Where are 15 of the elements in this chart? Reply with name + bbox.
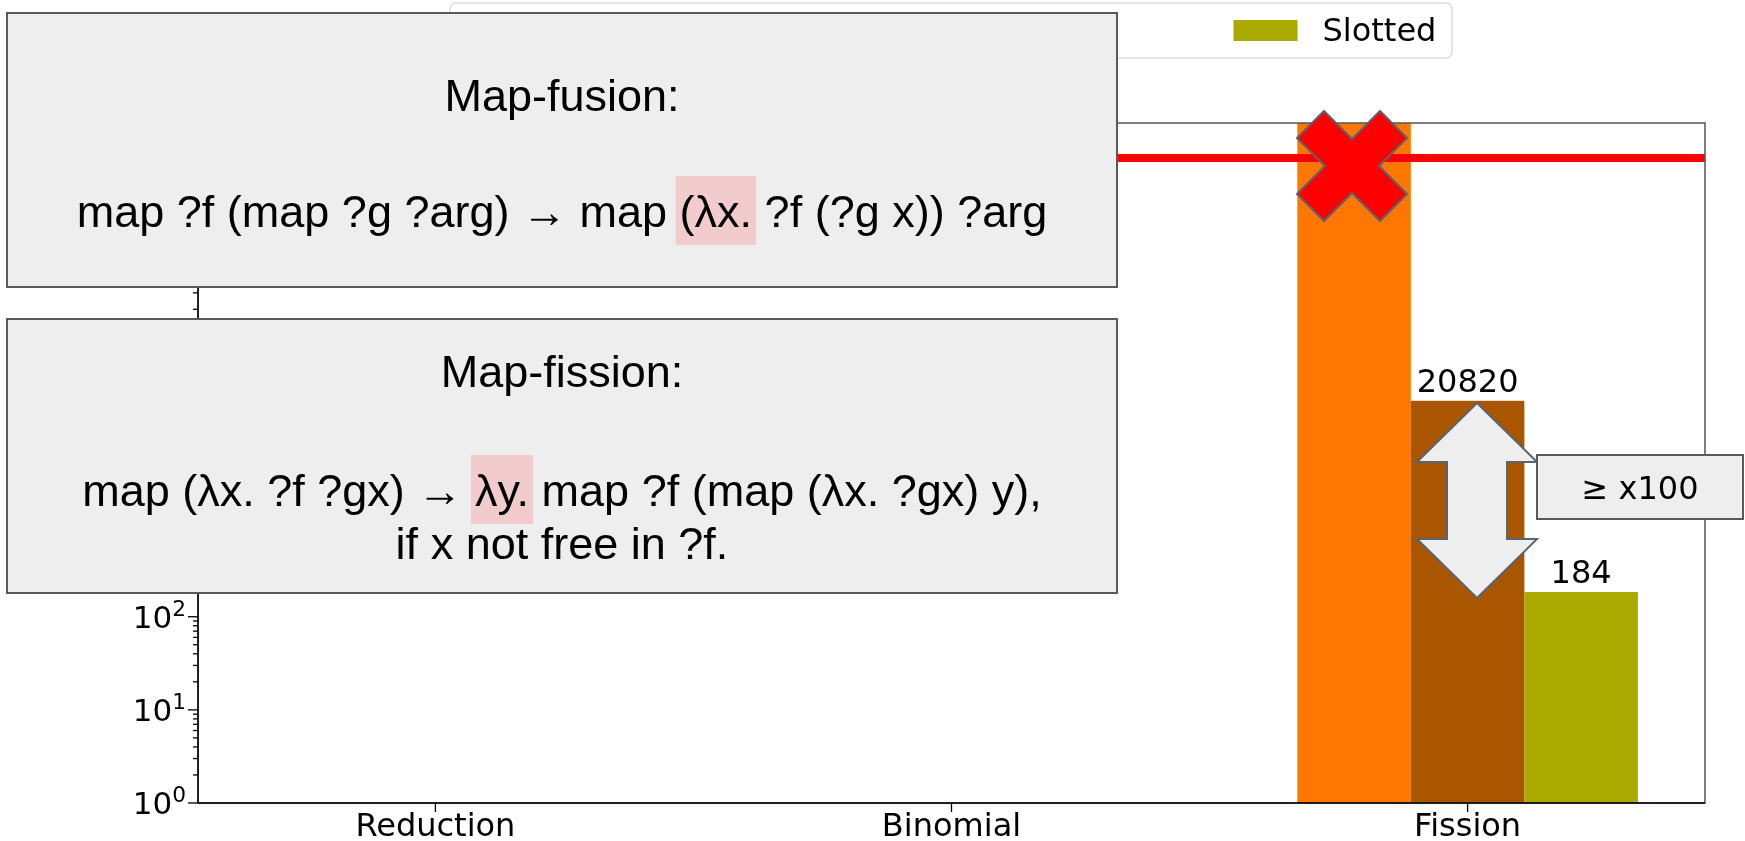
annotation: Map-fission: [440, 346, 684, 397]
annotation: ≥ x100 [1581, 469, 1699, 507]
y-tick-label: 10$^{2}$ [132, 595, 186, 635]
text: Map-fusion: [444, 70, 680, 121]
x-tick-label: Reduction [355, 806, 516, 841]
text: map (λx. ?f ?gx) → λy. map ?f (map (λx. ?gx) y), [82, 465, 1042, 516]
text: map ?f (map ?g ?arg) → map (λx. ?f (?g x)) ?arg [76, 186, 1048, 237]
y-tick-label: 10$^{0}$ [132, 781, 186, 821]
data-label: 184 [1550, 553, 1612, 592]
x-tick-label: Fission [1414, 806, 1522, 841]
annotation: if x not free in ?f. [395, 518, 729, 569]
y-tick-label: 10$^{1}$ [132, 688, 186, 728]
data-label: 20820 [1416, 361, 1519, 400]
x-tick-label: Binomial [881, 806, 1022, 841]
legend-label: Slotted [1322, 11, 1437, 49]
